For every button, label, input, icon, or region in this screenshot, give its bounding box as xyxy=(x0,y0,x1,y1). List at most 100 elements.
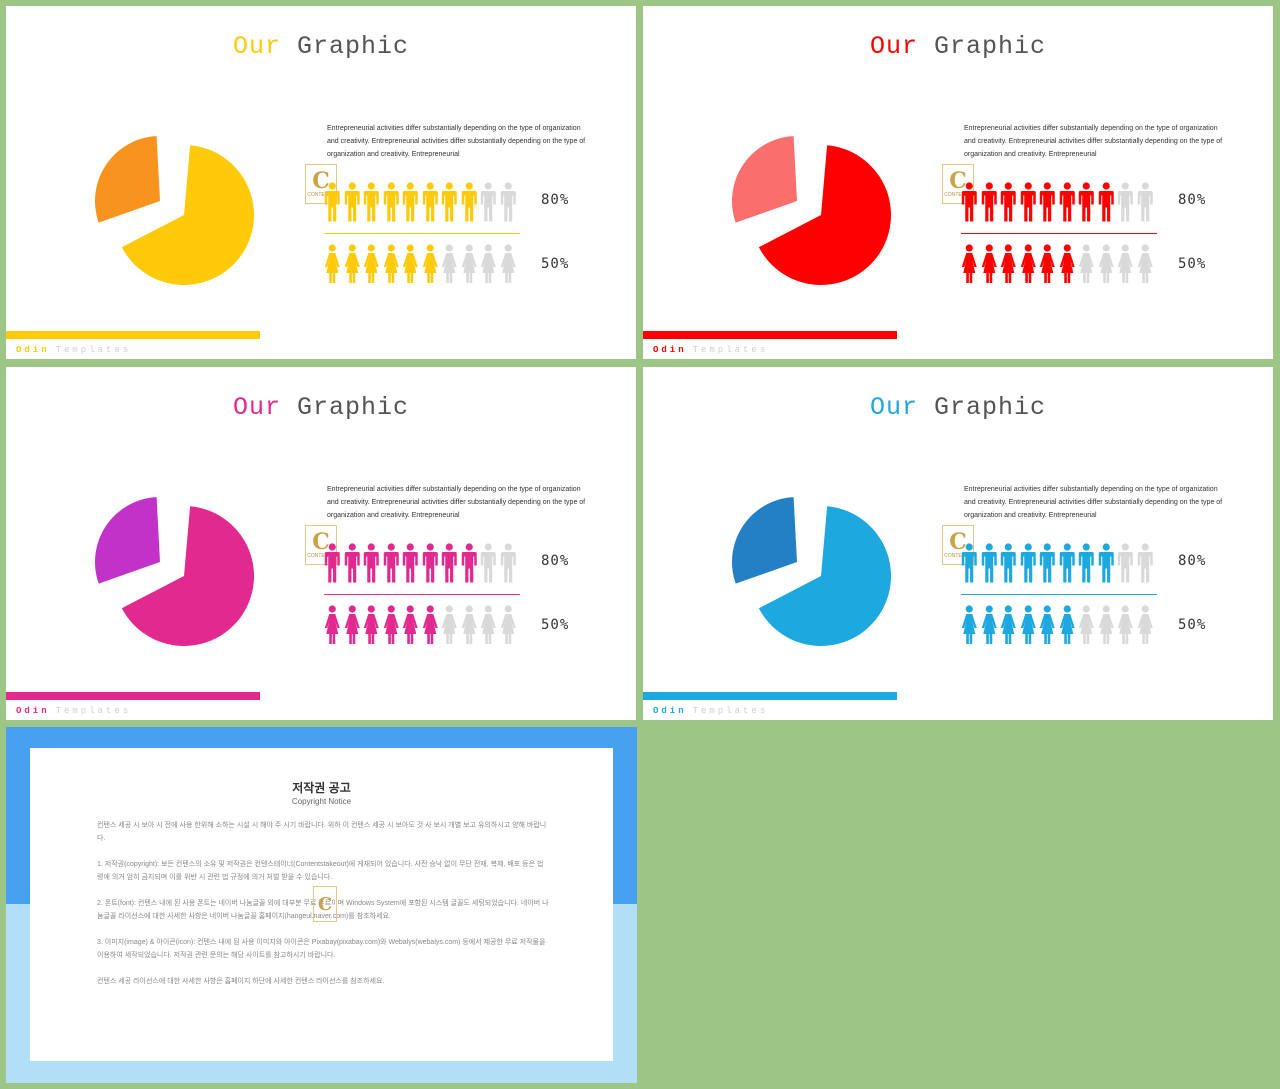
notice-paragraph: 1. 저작권(copyright): 보든 컨텐스의 소유 및 저작권은 컨텐스… xyxy=(97,861,544,881)
woman-icon xyxy=(363,605,379,644)
man-icon xyxy=(344,182,360,222)
row-divider xyxy=(961,233,1157,234)
woman-icon xyxy=(981,244,997,283)
woman-icon xyxy=(324,605,340,644)
brand-templates: Templates xyxy=(55,345,132,355)
woman-icon xyxy=(1137,605,1153,644)
title-accent: Our xyxy=(869,32,918,61)
man-icon xyxy=(480,182,496,222)
man-icon xyxy=(461,182,477,222)
slide-title: Our Graphic xyxy=(6,393,636,422)
watermark-letter: C xyxy=(312,529,330,555)
notice-paragraph: 2. 폰트(font): 컨텐스 내에 된 사용 폰트는 네이버 나눔글꼴 외에… xyxy=(97,900,549,920)
men-icon-row xyxy=(324,182,516,222)
watermark-letter: C xyxy=(949,529,967,555)
slide-magenta: Our Graphic Entrepreneurial activities d… xyxy=(6,367,636,720)
accent-bar xyxy=(643,692,897,700)
row-divider xyxy=(961,594,1157,595)
title-accent: Our xyxy=(232,32,281,61)
notice-subtitle: Copyright Notice xyxy=(291,797,352,806)
woman-icon xyxy=(402,244,418,283)
title-rest: Graphic xyxy=(917,32,1047,61)
row-divider xyxy=(324,233,520,234)
copyright-notice: 저작권 공고 Copyright Notice 컨텐스 세공 시 보아 시 전에… xyxy=(6,727,637,1083)
slide-blue: Our Graphic Entrepreneurial activities d… xyxy=(643,367,1273,720)
percent-top: 80% xyxy=(541,553,570,569)
slide-title: Our Graphic xyxy=(6,32,636,61)
notice-title: 저작권 공고 xyxy=(292,781,351,795)
pie-slice-minor xyxy=(732,497,797,584)
woman-icon xyxy=(981,605,997,644)
women-icon-row xyxy=(324,244,516,284)
man-icon xyxy=(961,543,977,583)
percent-bottom: 50% xyxy=(1178,617,1207,633)
watermark-sub: CONTENTS xyxy=(307,192,335,198)
notice-paragraph: 컨텐스 세공 라이선스에 대한 사세한 사항은 홈페이지 하단에 사세한 컨텐스… xyxy=(97,978,385,985)
woman-icon xyxy=(1059,605,1075,644)
title-rest: Graphic xyxy=(280,393,410,422)
woman-icon xyxy=(441,244,457,283)
man-icon xyxy=(1059,182,1075,222)
men-icon-row xyxy=(961,182,1153,222)
brand-odin: Odin xyxy=(16,706,50,716)
man-icon xyxy=(441,543,457,583)
watermark-sub: CONTENTS xyxy=(944,192,972,198)
man-icon xyxy=(981,543,997,583)
notice-paragraph: 컨텐스 세공 시 보아 시 전에 사용 한위해 소하는 시설 시 해야 주 시기… xyxy=(97,822,547,842)
woman-icon xyxy=(500,244,516,283)
woman-icon xyxy=(383,244,399,283)
notice-paragraph: 3. 이미지(image) & 아이콘(icon): 컨텐스 내에 된 사용 이… xyxy=(97,939,546,959)
percent-top: 80% xyxy=(541,192,570,208)
man-icon xyxy=(1098,543,1114,583)
percent-bottom: 50% xyxy=(1178,256,1207,272)
man-icon xyxy=(1000,182,1016,222)
man-icon xyxy=(1117,182,1133,222)
brand-odin: Odin xyxy=(653,345,687,355)
brand-footer: Odin Templates xyxy=(16,345,131,355)
brand-odin: Odin xyxy=(653,706,687,716)
man-icon xyxy=(1059,543,1075,583)
watermark-sub: CONTENTS xyxy=(307,553,335,559)
woman-icon xyxy=(1117,605,1133,644)
man-icon xyxy=(383,543,399,583)
accent-bar xyxy=(643,331,897,339)
man-icon xyxy=(402,182,418,222)
pie-slice-major xyxy=(758,145,891,285)
woman-icon xyxy=(422,605,438,644)
man-icon xyxy=(1000,543,1016,583)
woman-icon xyxy=(1059,244,1075,283)
men-icon-row xyxy=(324,543,516,583)
woman-icon xyxy=(1000,244,1016,283)
description-text: Entrepreneurial activities differ substa… xyxy=(964,486,1223,519)
woman-icon xyxy=(961,605,977,644)
pie-slice-minor xyxy=(732,136,797,223)
woman-icon xyxy=(402,605,418,644)
man-icon xyxy=(324,543,340,583)
woman-icon xyxy=(500,605,516,644)
watermark-sub: CONTENTS xyxy=(944,553,972,559)
slide-title: Our Graphic xyxy=(643,32,1273,61)
man-icon xyxy=(363,182,379,222)
woman-icon xyxy=(480,244,496,283)
men-icon-row xyxy=(961,543,1153,583)
description-text: Entrepreneurial activities differ substa… xyxy=(327,125,586,158)
brand-footer: Odin Templates xyxy=(16,706,131,716)
brand-templates: Templates xyxy=(55,706,132,716)
woman-icon xyxy=(461,244,477,283)
row-divider xyxy=(324,594,520,595)
brand-templates: Templates xyxy=(692,706,769,716)
man-icon xyxy=(1078,182,1094,222)
man-icon xyxy=(422,543,438,583)
title-rest: Graphic xyxy=(917,393,1047,422)
man-icon xyxy=(1098,182,1114,222)
man-icon xyxy=(961,182,977,222)
brand-templates: Templates xyxy=(692,345,769,355)
woman-icon xyxy=(344,244,360,283)
man-icon xyxy=(344,543,360,583)
man-icon xyxy=(981,182,997,222)
woman-icon xyxy=(1039,605,1055,644)
slide-red: Our Graphic Entrepreneurial activities d… xyxy=(643,6,1273,359)
woman-icon xyxy=(422,244,438,283)
description-text: Entrepreneurial activities differ substa… xyxy=(964,125,1223,158)
brand-odin: Odin xyxy=(16,345,50,355)
